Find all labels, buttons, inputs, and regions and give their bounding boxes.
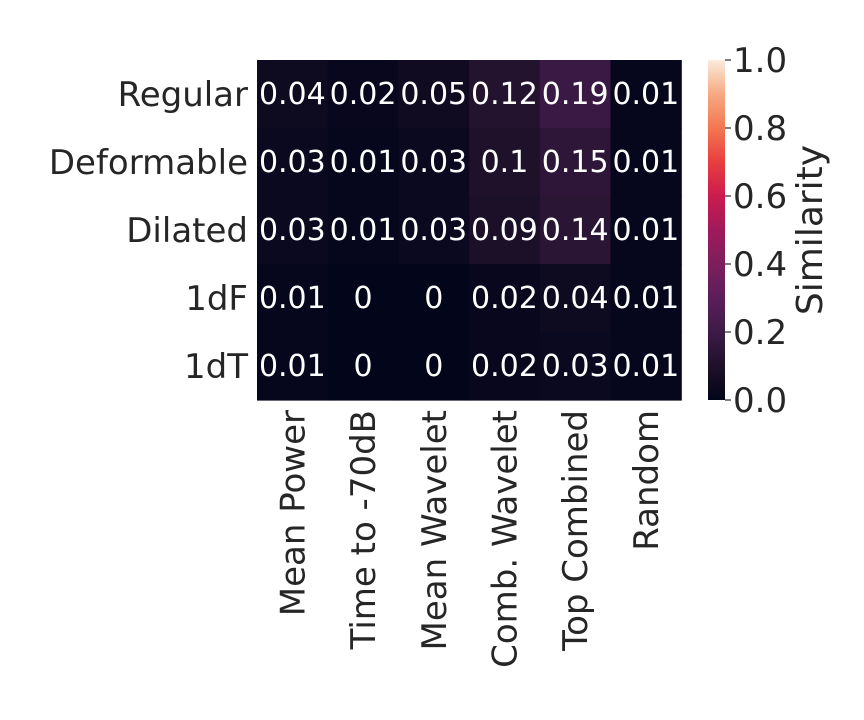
cell-value-label: 0.01 (330, 213, 397, 248)
row-labels: Regular Deformable Dilated 1dF 1dT (49, 75, 248, 387)
colorbar-tick-label: 0.2 (733, 313, 787, 353)
heatmap-cell (539, 264, 612, 333)
heatmap-cell (610, 60, 682, 129)
heatmap-cell (398, 128, 470, 197)
column-label: Random (627, 410, 667, 551)
row-label: 1dF (185, 279, 248, 319)
cell-value-label: 0.04 (259, 77, 326, 112)
colorbar: 0.0 0.2 0.4 0.6 0.8 1.0 Similarity (708, 41, 831, 421)
column-label: Comb. Wavelet (485, 410, 525, 668)
heatmap-cell (398, 264, 470, 333)
heatmap-cell (257, 332, 329, 401)
heatmap-cell (327, 332, 399, 401)
cell-value-label: 0 (424, 281, 443, 316)
column-label: Mean Power (273, 410, 313, 616)
cell-value-label: 0.15 (542, 145, 609, 180)
colorbar-tick-label: 0.6 (733, 177, 787, 217)
cell-value-label: 0.02 (471, 349, 538, 384)
cell-value-label: 0.03 (400, 145, 467, 180)
cell-value-label: 0.03 (400, 213, 467, 248)
cell-value-label: 0.01 (330, 145, 397, 180)
cell-value-label: 0.01 (612, 213, 679, 248)
heatmap-cell (327, 264, 399, 333)
cell-value-label: 0.14 (542, 213, 609, 248)
cell-value-label: 0.03 (259, 213, 326, 248)
heatmap-cell (327, 128, 399, 197)
cell-value-label: 0.19 (542, 77, 609, 112)
cell-value-label: 0.01 (612, 349, 679, 384)
cell-value-label: 0.01 (612, 77, 679, 112)
heatmap-cell (398, 60, 470, 129)
cell-value-label: 0.05 (400, 77, 467, 112)
cell-value-label: 0.03 (259, 145, 326, 180)
cell-value-label: 0.01 (612, 145, 679, 180)
heatmap-cell (398, 196, 470, 265)
cell-value-label: 0 (354, 281, 373, 316)
heatmap-cell (398, 332, 470, 401)
heatmap-cell (257, 196, 329, 265)
heatmap-cell (257, 264, 329, 333)
colorbar-tick-label: 0.0 (733, 381, 787, 421)
colorbar-tick-label: 0.8 (733, 109, 787, 149)
heatmap-cell (610, 264, 682, 333)
cell-value-label: 0.04 (542, 281, 609, 316)
heatmap-cell (539, 332, 612, 401)
heatmap-cell (469, 196, 541, 265)
heatmap-cell (327, 196, 399, 265)
heatmap-cell (610, 332, 682, 401)
cell-value-label: 0.01 (259, 349, 326, 384)
colorbar-gradient (708, 60, 725, 400)
cell-value-label: 0.01 (259, 281, 326, 316)
row-label: 1dT (184, 347, 248, 387)
row-label: Dilated (126, 211, 248, 251)
column-labels: Mean Power Time to -70dB Mean Wavelet Comb.… (273, 410, 666, 668)
row-label: Regular (118, 75, 248, 115)
row-label: Deformable (49, 143, 248, 183)
cell-value-label: 0 (424, 349, 443, 384)
cell-value-label: 0.02 (330, 77, 397, 112)
heatmap-cell (539, 60, 612, 129)
cell-value-label: 0.03 (542, 349, 609, 384)
heatmap-cell (257, 60, 329, 129)
colorbar-label: Similarity (790, 145, 831, 315)
heatmap-cell (469, 60, 541, 129)
column-label: Time to -70dB (344, 410, 384, 650)
column-label: Mean Wavelet (415, 410, 455, 650)
heatmap-cell (610, 196, 682, 265)
cell-value-label: 0 (354, 349, 373, 384)
heatmap-cell (257, 128, 329, 197)
heatmap-cell (610, 128, 682, 197)
cell-value-label: 0.01 (612, 281, 679, 316)
column-label: Top Combined (556, 410, 596, 652)
heatmap-cells: 0.04 0.02 0.05 0.12 0.19 0.010.03 0.01 0.03 0.1 0… (257, 60, 682, 401)
heatmap-cell (539, 196, 612, 265)
cell-value-label: 0.12 (471, 77, 538, 112)
cell-value-label: 0.02 (471, 281, 538, 316)
heatmap-cell (469, 128, 541, 197)
heatmap-cell (469, 332, 541, 401)
cell-value-label: 0.09 (471, 213, 538, 248)
colorbar-tick-label: 1.0 (733, 41, 787, 81)
colorbar-ticks: 0.0 0.2 0.4 0.6 0.8 1.0 (725, 41, 787, 421)
heatmap-cell (539, 128, 612, 197)
heatmap-cell (327, 60, 399, 129)
cell-value-label: 0.1 (481, 145, 529, 180)
heatmap-cell (469, 264, 541, 333)
colorbar-tick-label: 0.4 (733, 245, 787, 285)
